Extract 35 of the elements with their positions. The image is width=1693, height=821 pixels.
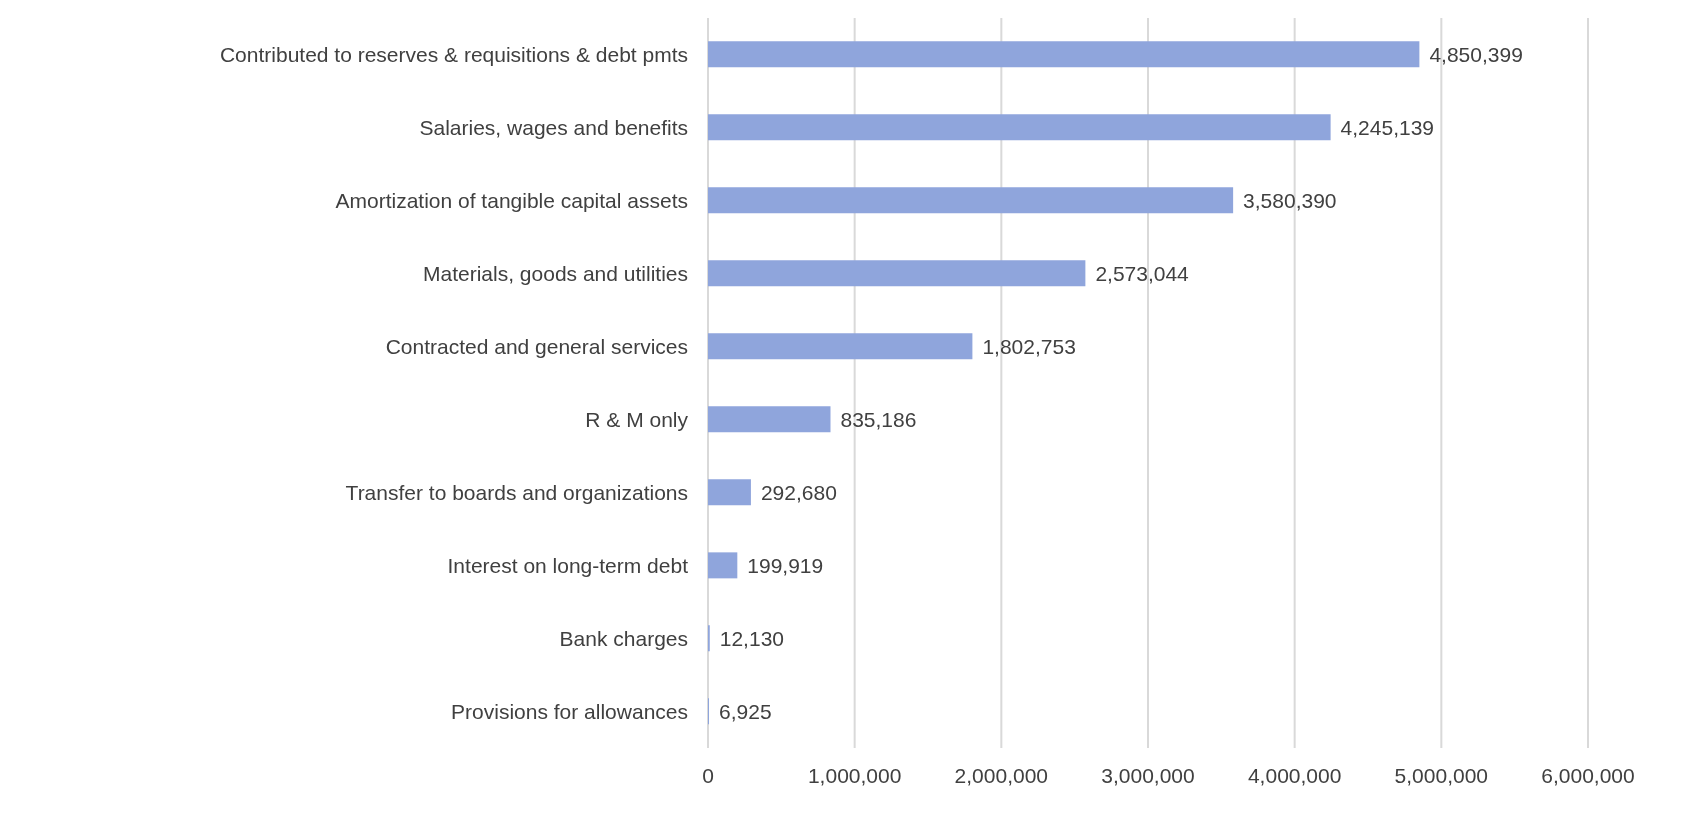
- y-tick-label: Provisions for allowances: [451, 699, 688, 723]
- data-label: 292,680: [760, 480, 837, 504]
- data-label: 6,925: [719, 699, 772, 723]
- x-tick-label: 3,000,000: [1101, 763, 1195, 787]
- bar: [708, 260, 1086, 287]
- y-tick-label: R & M only: [585, 407, 689, 431]
- data-label: 199,919: [747, 553, 824, 577]
- data-label: 1,802,753: [982, 334, 1076, 358]
- y-tick-label: Contracted and general services: [385, 334, 688, 358]
- x-tick-label: 4,000,000: [1247, 763, 1342, 787]
- bar: [708, 406, 831, 433]
- y-tick-label: Bank charges: [559, 626, 688, 650]
- y-tick-label: Interest on long-term debt: [447, 553, 689, 577]
- y-tick-label: Salaries, wages and benefits: [419, 115, 688, 139]
- y-tick-label: Amortization of tangible capital assets: [335, 188, 688, 212]
- data-label: 835,186: [840, 407, 917, 431]
- bar: [708, 114, 1331, 141]
- bar: [708, 552, 738, 579]
- bar: [708, 333, 973, 360]
- data-label: 4,850,399: [1429, 42, 1523, 66]
- data-label: 12,130: [719, 626, 785, 650]
- bar: [708, 187, 1234, 214]
- data-label: 3,580,390: [1243, 188, 1337, 212]
- x-tick-label: 5,000,000: [1394, 763, 1489, 787]
- bar: [708, 41, 1420, 68]
- x-tick-label: 1,000,000: [807, 763, 902, 787]
- x-tick-label: 0: [702, 763, 714, 787]
- y-tick-label: Transfer to boards and organizations: [345, 480, 688, 504]
- data-label: 4,245,139: [1340, 115, 1435, 139]
- x-tick-label: 2,000,000: [954, 763, 1049, 787]
- x-tick-label: 6,000,000: [1541, 763, 1635, 787]
- bar: [708, 479, 751, 506]
- y-tick-label: Contributed to reserves & requisitions & debt pmts: [219, 42, 688, 66]
- y-tick-label: Materials, goods and utilities: [423, 261, 688, 285]
- data-label: 2,573,044: [1095, 261, 1190, 285]
